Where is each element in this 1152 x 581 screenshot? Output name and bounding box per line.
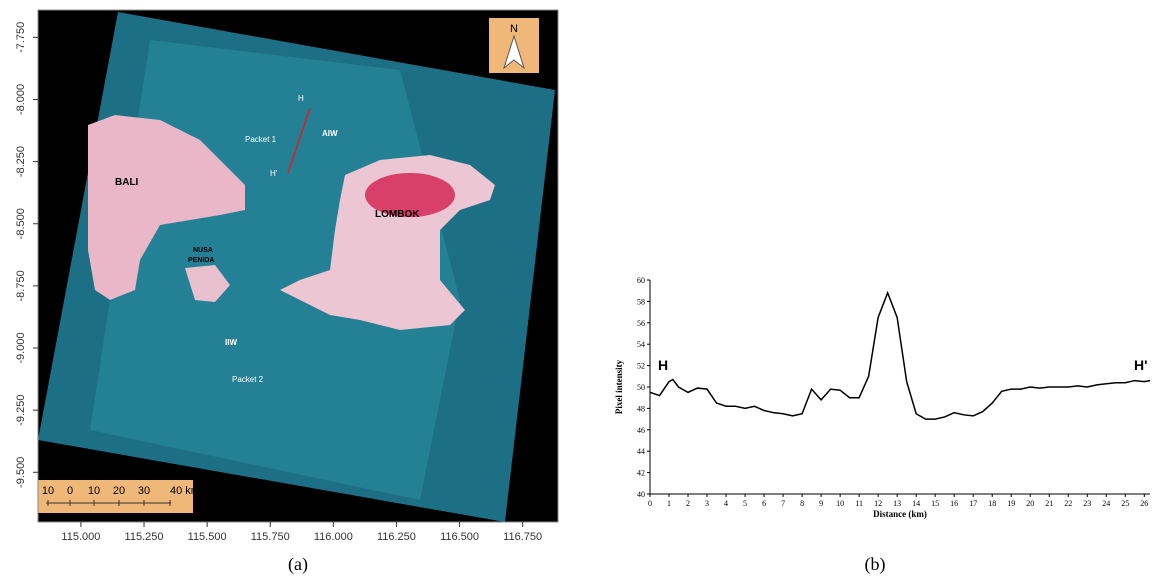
x-tick-label: 7 — [781, 499, 785, 508]
x-tick-label: 6 — [762, 499, 766, 508]
x-tick-label: 3 — [705, 499, 709, 508]
figure: H H' Packet 1 AIW BALI LOMBOK NUSA PENID… — [0, 0, 1152, 581]
x-tick-label: 115.250 — [125, 531, 164, 543]
y-tick-label: 52 — [637, 362, 645, 371]
caption: (a) — [288, 554, 308, 575]
x-tick-label: 20 — [1026, 499, 1034, 508]
x-tick-label: 0 — [648, 499, 652, 508]
y-tick-label: 48 — [637, 404, 645, 413]
north-label: N — [510, 23, 518, 35]
x-tick-label: 16 — [950, 499, 958, 508]
x-tick-label: 116.750 — [503, 531, 542, 543]
map-label: LOMBOK — [375, 209, 420, 220]
x-tick-label: 15 — [931, 499, 939, 508]
y-tick-label: 40 — [637, 490, 645, 499]
line-label: H' — [1134, 357, 1147, 373]
scale-label: 0 — [67, 485, 73, 497]
caption: (b) — [865, 554, 886, 575]
y-tick-label: 46 — [637, 426, 645, 435]
x-tick-label: 115.000 — [61, 531, 100, 543]
y-tick-label: -8.250 — [15, 146, 27, 177]
y-tick-label: 42 — [637, 469, 645, 478]
y-tick-label: 56 — [637, 319, 645, 328]
x-tick-label: 26 — [1140, 499, 1148, 508]
map-label: IIW — [225, 338, 237, 347]
map-label: H' — [270, 169, 278, 178]
map-label: AIW — [322, 129, 338, 138]
y-tick-label: -7.750 — [15, 22, 27, 53]
y-tick-label: -8.750 — [15, 270, 27, 301]
x-tick-label: 10 — [836, 499, 844, 508]
data-line — [650, 293, 1150, 419]
x-tick-label: 2 — [686, 499, 690, 508]
y-tick-label: -9.000 — [15, 332, 27, 363]
x-tick-label: 13 — [893, 499, 901, 508]
y-tick-label: -9.500 — [15, 457, 27, 488]
x-tick-label: 5 — [743, 499, 747, 508]
x-tick-label: 11 — [855, 499, 863, 508]
y-tick-label: -8.500 — [15, 208, 27, 239]
x-tick-label: 116.500 — [440, 531, 479, 543]
y-tick-label: 44 — [637, 447, 645, 456]
x-tick-label: 116.250 — [377, 531, 416, 543]
y-tick-label: 54 — [637, 340, 645, 349]
map-label: Packet 2 — [232, 375, 264, 384]
x-tick-label: 115.750 — [251, 531, 290, 543]
map-label: NUSA — [193, 247, 213, 254]
map-label: Packet 1 — [245, 135, 277, 144]
x-tick-label: 116.000 — [314, 531, 353, 543]
map-label: H — [298, 94, 304, 103]
scale-label: 40 km — [170, 485, 200, 497]
x-tick-label: 14 — [912, 499, 920, 508]
x-tick-label: 19 — [1007, 499, 1015, 508]
x-tick-label: 17 — [969, 499, 977, 508]
x-tick-label: 24 — [1102, 499, 1110, 508]
x-tick-label: 4 — [724, 499, 728, 508]
x-tick-label: 12 — [874, 499, 882, 508]
x-tick-label: 115.500 — [188, 531, 227, 543]
x-tick-label: 23 — [1083, 499, 1091, 508]
x-tick-label: 9 — [819, 499, 823, 508]
x-tick-label: 25 — [1121, 499, 1129, 508]
y-tick-label: 50 — [637, 383, 645, 392]
y-tick-label: 60 — [637, 276, 645, 285]
x-tick-label: 1 — [667, 499, 671, 508]
y-tick-label: -8.000 — [15, 84, 27, 115]
map-label: BALI — [115, 177, 139, 188]
y-tick-label: 58 — [637, 297, 645, 306]
x-tick-label: 21 — [1045, 499, 1053, 508]
y-axis-title: Pixel intensity — [614, 359, 624, 414]
x-tick-label: 8 — [800, 499, 804, 508]
x-tick-label: 22 — [1064, 499, 1072, 508]
x-axis-title: Distance (km) — [873, 509, 927, 519]
scale-label: 10 — [42, 485, 54, 497]
x-tick-label: 18 — [988, 499, 996, 508]
satellite-map: H H' Packet 1 AIW BALI LOMBOK NUSA PENID… — [38, 10, 558, 522]
y-tick-label: -9.250 — [15, 395, 27, 426]
scale-label: 20 — [113, 485, 125, 497]
scale-label: 10 — [88, 485, 100, 497]
scale-label: 30 — [138, 485, 150, 497]
line-label: H — [658, 357, 668, 373]
map-label: PENIDA — [188, 257, 214, 264]
